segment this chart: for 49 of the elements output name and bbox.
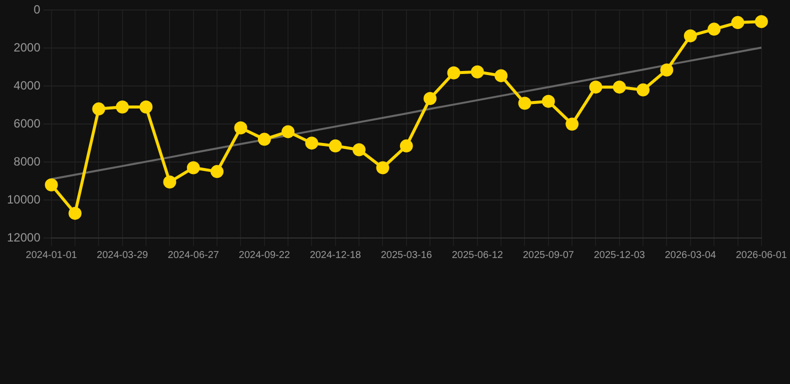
- y-tick-label: 12000: [6, 230, 41, 244]
- point: [210, 165, 224, 178]
- point: [328, 139, 342, 152]
- point: [636, 83, 650, 96]
- y-tick-label: 0: [34, 2, 41, 17]
- point: [754, 15, 768, 28]
- point: [140, 100, 153, 114]
- point: [258, 132, 271, 146]
- x-tick-label: 2024-01-01: [26, 250, 78, 261]
- x-tick-label: 2024-06-27: [168, 250, 220, 261]
- point: [400, 139, 413, 152]
- x-tick-label: 2026-03-04: [664, 250, 716, 261]
- x-tick-label: 2025-12-03: [594, 250, 646, 261]
- x-tick-label: 2024-03-29: [96, 250, 148, 261]
- point: [518, 96, 532, 110]
- point: [708, 22, 721, 36]
- y-tick-label: 4000: [14, 78, 41, 92]
- point: [542, 94, 555, 108]
- point: [163, 176, 176, 188]
- point: [589, 80, 602, 94]
- x-tick-label: 2025-09-07: [522, 250, 574, 261]
- x-tick-label: 2024-09-22: [238, 250, 290, 261]
- point: [116, 100, 129, 114]
- point: [566, 118, 579, 131]
- point: [731, 16, 744, 30]
- point: [470, 65, 484, 78]
- point: [447, 66, 460, 80]
- y-tick-label: 2000: [14, 40, 41, 54]
- y-tick-label: 10000: [6, 192, 41, 206]
- point: [494, 69, 508, 82]
- x-tick-label: 2025-06-12: [452, 250, 504, 261]
- point: [186, 161, 200, 174]
- point: [234, 121, 248, 134]
- point: [612, 80, 626, 94]
- point: [424, 92, 437, 105]
- point: [92, 102, 106, 116]
- point: [282, 125, 295, 138]
- y-tick-label: 6000: [14, 116, 41, 130]
- y-tick-label: 8000: [14, 154, 41, 168]
- x-tick-label: 2024-12-18: [310, 250, 362, 261]
- point: [684, 29, 697, 42]
- x-tick-label: 2026-06-01: [736, 250, 788, 261]
- point: [660, 64, 674, 76]
- point: [44, 178, 58, 192]
- x-tick-label: 2025-03-16: [380, 250, 432, 261]
- point: [352, 143, 366, 156]
- point: [305, 136, 318, 150]
- point: [376, 161, 390, 174]
- point: [68, 206, 82, 220]
